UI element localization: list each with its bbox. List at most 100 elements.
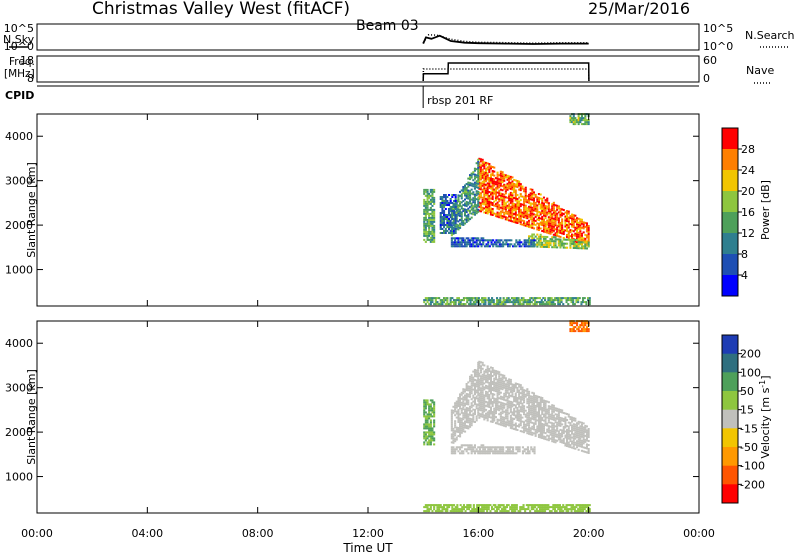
range-gate-cell (531, 226, 534, 229)
range-gate-cell (541, 212, 544, 214)
range-gate-cell (527, 508, 530, 511)
range-gate-cell (539, 432, 542, 435)
range-gate-cell (453, 194, 456, 196)
range-gate-cell (483, 207, 486, 210)
range-gate-cell (503, 380, 506, 383)
range-gate-cell (483, 410, 486, 413)
range-gate-cell (552, 209, 555, 212)
range-gate-cell (541, 198, 544, 200)
range-gate-cell (550, 303, 553, 306)
range-gate-cell (510, 301, 513, 304)
range-gate-cell (450, 423, 453, 426)
range-gate-cell (496, 508, 499, 511)
range-gate-cell (526, 207, 529, 210)
range-gate-cell (506, 407, 509, 410)
beam-title: Beam 03 (356, 18, 419, 34)
range-gate-cell (504, 210, 507, 213)
range-gate-cell (551, 416, 554, 419)
range-gate-cell (470, 376, 473, 379)
range-gate-cell (506, 421, 509, 424)
range-gate-cell (486, 403, 489, 406)
range-gate-cell (472, 450, 475, 453)
range-gate-cell (475, 243, 478, 246)
range-gate-cell (534, 408, 537, 411)
range-gate-cell (516, 448, 519, 451)
range-gate-cell (491, 202, 494, 204)
range-gate-cell (481, 190, 484, 193)
range-gate-cell (494, 388, 497, 391)
range-gate-cell (518, 245, 521, 248)
range-gate-cell (575, 301, 578, 304)
range-gate-cell (478, 175, 481, 178)
range-gate-cell (513, 219, 516, 221)
range-gate-cell (546, 197, 549, 200)
range-gate-cell (554, 234, 557, 237)
range-gate-cell (537, 408, 540, 410)
range-gate-cell (455, 400, 458, 403)
range-gate-cell (562, 238, 565, 241)
range-gate-cell (486, 391, 489, 394)
range-gate-cell (431, 510, 434, 513)
range-gate-cell (536, 425, 539, 428)
range-gate-cell (536, 198, 539, 201)
range-gate-cell (426, 419, 429, 422)
range-gate-cell (480, 395, 483, 398)
range-gate-cell (494, 378, 497, 381)
range-gate-cell (522, 299, 525, 302)
range-gate-cell (459, 395, 462, 398)
range-gate-cell (462, 220, 465, 222)
range-gate-cell (509, 420, 512, 423)
range-gate-cell (476, 504, 479, 507)
range-gate-cell (475, 174, 478, 177)
range-gate-cell (480, 237, 483, 240)
range-gate-cell (528, 450, 531, 453)
range-gate-cell (481, 393, 484, 396)
range-gate-cell (423, 433, 426, 436)
range-gate-cell (444, 224, 447, 226)
range-gate-cell (428, 433, 431, 436)
range-gate-cell (559, 440, 562, 443)
range-gate-cell (502, 245, 505, 248)
range-gate-cell (514, 183, 517, 186)
range-gate-cell (530, 243, 533, 246)
range-gate-cell (489, 175, 492, 178)
range-gate-cell (561, 208, 564, 211)
range-gate-cell (498, 200, 501, 203)
range-gate-cell (528, 432, 531, 435)
range-gate-cell (449, 232, 452, 234)
range-gate-cell (542, 435, 545, 438)
range-gate-cell (549, 212, 552, 215)
range-gate-cell (577, 115, 580, 118)
range-gate-cell (504, 206, 507, 209)
range-gate-cell (503, 416, 506, 419)
range-gate-cell (570, 301, 573, 304)
range-gate-cell (547, 437, 550, 440)
range-gate-cell (461, 508, 464, 511)
range-gate-cell (571, 432, 574, 435)
range-gate-cell (451, 210, 454, 212)
range-gate-cell (587, 330, 590, 333)
range-gate-cell (499, 216, 502, 219)
range-gate-cell (572, 234, 575, 237)
range-gate-cell (503, 410, 506, 413)
range-gate-cell (486, 369, 489, 372)
range-gate-cell (524, 200, 527, 203)
range-gate-cell (529, 504, 532, 507)
range-gate-cell (507, 299, 510, 302)
range-gate-cell (561, 224, 564, 227)
range-gate-cell (438, 510, 441, 513)
range-gate-cell (518, 413, 521, 416)
range-gate-cell (493, 180, 496, 183)
range-gate-cell (528, 420, 531, 423)
range-gate-cell (475, 212, 478, 215)
range-gate-cell (503, 177, 506, 180)
range-gate-cell (498, 190, 501, 193)
range-gate-cell (544, 225, 547, 228)
range-gate-cell (521, 211, 524, 214)
range-gate-cell (423, 409, 426, 412)
range-gate-cell (511, 212, 514, 215)
range-gate-cell (552, 436, 555, 439)
range-gate-cell (531, 233, 534, 236)
range-gate-cell (509, 195, 512, 198)
range-gate-cell (523, 399, 526, 402)
